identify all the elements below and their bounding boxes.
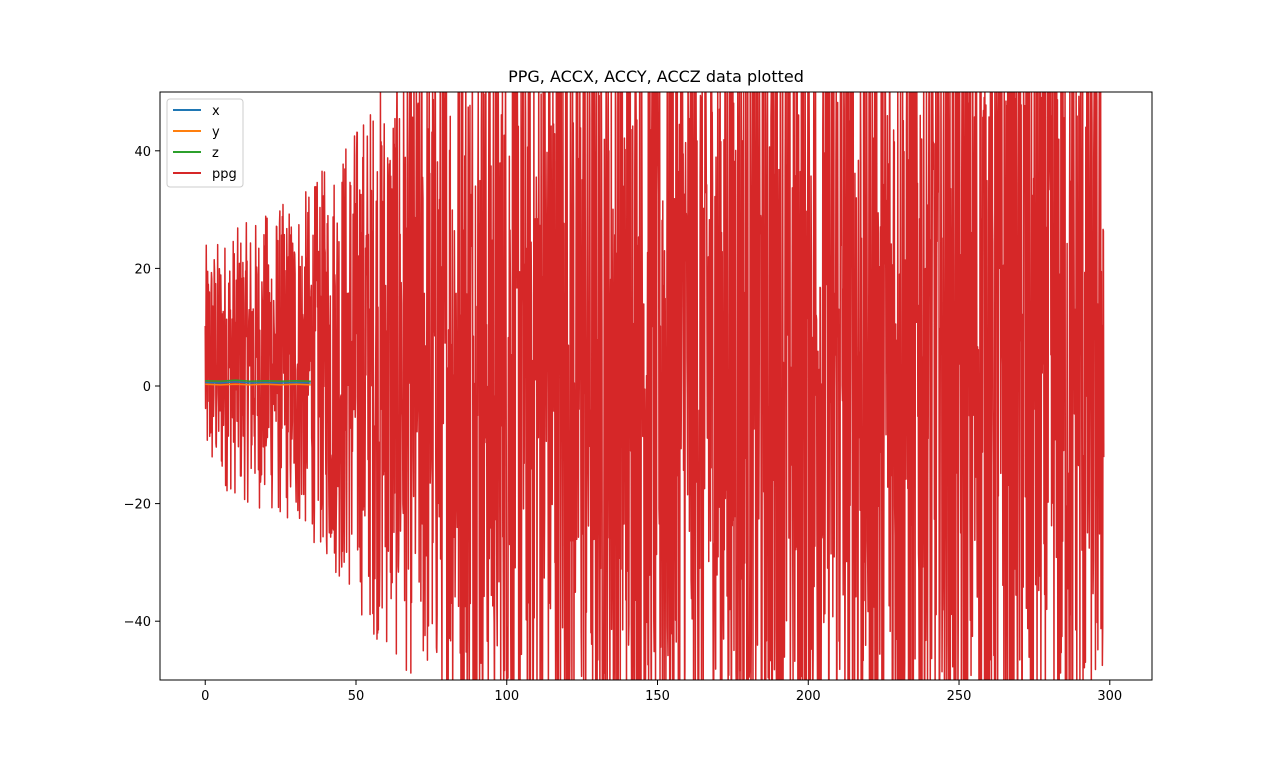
chart-title: PPG, ACCX, ACCY, ACCZ data plotted <box>508 67 804 86</box>
y-tick-label: 0 <box>143 380 151 395</box>
series-line-ppg <box>204 92 1105 680</box>
legend-box <box>166 98 244 188</box>
x-tick-label: 250 <box>947 689 972 704</box>
x-tick-label: 0 <box>201 689 209 704</box>
legend-label-z: z <box>212 146 219 161</box>
legend-label-y: y <box>212 125 220 140</box>
x-tick-label: 200 <box>796 689 821 704</box>
series-line-y <box>205 383 311 386</box>
y-tick-label: 20 <box>134 262 151 277</box>
legend: xyz ppg <box>166 98 244 188</box>
legend-label-x: x <box>212 104 220 119</box>
legend-label-ppg: ppg <box>212 167 237 182</box>
x-tick-label: 300 <box>1097 689 1122 704</box>
series-line-x <box>205 381 311 384</box>
x-tick-label: 150 <box>645 689 670 704</box>
x-axis: 0 50 100 150 200 250 300 <box>201 680 1122 704</box>
y-tick-label: −40 <box>124 615 151 630</box>
x-tick-label: 100 <box>494 689 519 704</box>
series-line-z <box>205 379 311 383</box>
y-tick-label: 40 <box>134 145 151 160</box>
plot-series <box>204 92 1105 680</box>
y-axis: −40 −20 0 20 40 <box>124 145 160 630</box>
y-tick-label: −20 <box>124 498 151 513</box>
x-tick-label: 50 <box>348 689 365 704</box>
